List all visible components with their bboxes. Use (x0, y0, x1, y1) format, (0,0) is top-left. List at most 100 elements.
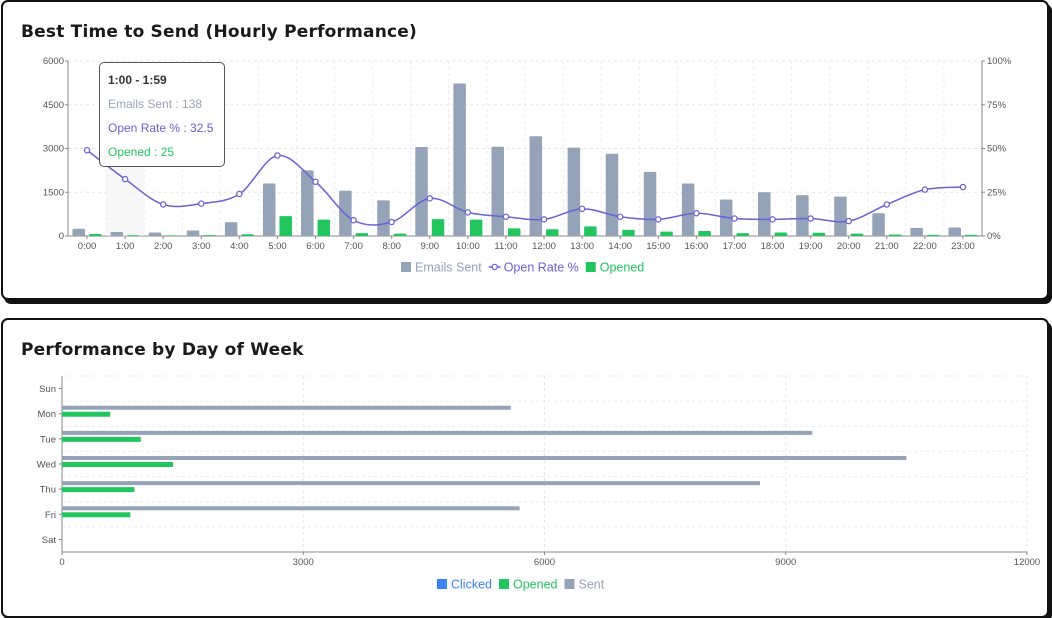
y-right-tick-label: 0% (987, 231, 1001, 242)
bar-opened-19:00 (812, 232, 826, 236)
bar-emails-sent-5:00 (262, 183, 276, 236)
bar-opened-10:00 (469, 219, 483, 236)
open-rate-point-8:00 (388, 218, 395, 226)
open-rate-point-11:00 (502, 213, 510, 220)
bar-opened-Tue (62, 436, 141, 442)
x-tick-label: 9:00 (421, 241, 440, 252)
open-rate-point-10:00 (464, 209, 472, 216)
x-tick-label: 6000 (534, 557, 555, 568)
legend-swatch-1 (499, 579, 509, 589)
y-tick-label: Fri (45, 510, 56, 521)
y-tick-label: Mon (38, 409, 56, 420)
x-tick-label: 15:00 (646, 241, 670, 252)
y-left-tick-label: 6000 (43, 56, 64, 67)
bar-emails-sent-9:00 (415, 147, 428, 236)
bar-sent-Mon (62, 405, 511, 410)
legend-label-0: Emails Sent (415, 261, 482, 275)
x-tick-label: 1:00 (116, 241, 135, 252)
bar-emails-sent-4:00 (224, 222, 238, 236)
open-rate-point-4:00 (236, 190, 243, 198)
open-rate-point-23:00 (959, 183, 967, 191)
legend-swatch-0 (401, 262, 411, 272)
bar-opened-16:00 (698, 231, 711, 236)
y-tick-label: Sun (39, 384, 56, 395)
x-tick-label: 11:00 (494, 241, 517, 252)
weekly-chart-title: Performance by Day of Week (21, 340, 304, 360)
bar-opened-20:00 (850, 233, 864, 236)
y-left-tick-label: 0 (59, 231, 64, 242)
bar-opened-6:00 (317, 219, 331, 236)
tooltip-emails-sent: Emails Sent : 138 (108, 97, 203, 111)
x-tick-label: 9000 (775, 557, 796, 568)
bar-emails-sent-8:00 (377, 200, 390, 236)
bar-opened-22:00 (926, 234, 940, 236)
legend-swatch-point (491, 263, 498, 271)
legend-label-2: Sent (578, 578, 604, 592)
bar-emails-sent-11:00 (491, 146, 504, 236)
tooltip-opened: Opened : 25 (108, 145, 175, 159)
legend-swatch-2 (585, 262, 596, 272)
bar-opened-15:00 (660, 231, 673, 236)
bar-emails-sent-3:00 (186, 230, 200, 236)
open-rate-point-7:00 (350, 216, 357, 224)
y-left-tick-label: 3000 (43, 144, 64, 155)
x-tick-label: 12:00 (532, 241, 556, 252)
y-tick-label: Thu (40, 485, 56, 496)
bar-opened-12:00 (546, 229, 559, 236)
bar-emails-sent-0:00 (72, 228, 86, 236)
x-tick-label: 20:00 (837, 241, 861, 252)
hourly-chart-title: Best Time to Send (Hourly Performance) (21, 22, 418, 42)
bar-emails-sent-6:00 (301, 170, 314, 236)
legend-label-1: Open Rate % (504, 261, 579, 275)
bar-opened-3:00 (203, 235, 216, 236)
x-tick-label: 13:00 (570, 241, 594, 252)
x-tick-label: 23:00 (951, 241, 975, 252)
open-rate-point-12:00 (540, 216, 548, 223)
bar-opened-14:00 (622, 229, 635, 236)
x-tick-label: 12000 (1014, 557, 1040, 568)
tooltip-open-rate: Open Rate % : 32.5 (108, 121, 214, 135)
bar-opened-9:00 (431, 219, 445, 236)
bar-opened-11:00 (507, 228, 521, 236)
open-rate-point-5:00 (274, 152, 281, 159)
y-left-tick-label: 1500 (43, 187, 64, 198)
bar-emails-sent-10:00 (453, 83, 466, 236)
bar-emails-sent-21:00 (872, 213, 885, 236)
y-tick-label: Wed (37, 460, 56, 471)
x-tick-label: 22:00 (913, 241, 937, 252)
x-tick-label: 3:00 (192, 241, 211, 252)
x-tick-label: 0:00 (78, 241, 97, 252)
open-rate-point-18:00 (769, 216, 776, 223)
open-rate-point-13:00 (578, 205, 586, 213)
open-rate-point-19:00 (807, 215, 814, 222)
legend-label-2: Opened (600, 261, 645, 275)
open-rate-point-17:00 (731, 215, 738, 222)
x-tick-label: 18:00 (761, 241, 785, 252)
y-right-tick-label: 100% (987, 56, 1012, 67)
bar-sent-Wed (62, 456, 907, 460)
y-tick-label: Tue (40, 434, 56, 445)
bar-opened-Mon (62, 411, 111, 417)
open-rate-point-6:00 (312, 178, 319, 185)
bar-emails-sent-13:00 (567, 147, 581, 236)
open-rate-point-22:00 (921, 186, 929, 193)
x-tick-label: 21:00 (875, 241, 899, 252)
bar-opened-0:00 (89, 233, 102, 236)
x-tick-label: 16:00 (684, 241, 708, 252)
y-tick-label: Sat (42, 535, 57, 546)
bar-emails-sent-19:00 (796, 195, 809, 236)
hourly-tooltip: 1:00 - 1:59 Emails Sent : 138 Open Rate … (99, 62, 225, 167)
x-tick-label: 17:00 (723, 241, 747, 252)
bar-sent-Fri (62, 506, 520, 511)
open-rate-point-3:00 (198, 200, 205, 207)
bar-opened-Wed (62, 462, 173, 467)
bar-opened-7:00 (355, 233, 369, 236)
bar-sent-Thu (62, 481, 761, 486)
y-right-tick-label: 75% (987, 100, 1007, 111)
bar-sent-Tue (62, 430, 813, 435)
bar-opened-18:00 (774, 232, 788, 236)
x-tick-label: 19:00 (799, 241, 823, 252)
open-rate-point-9:00 (426, 195, 434, 202)
